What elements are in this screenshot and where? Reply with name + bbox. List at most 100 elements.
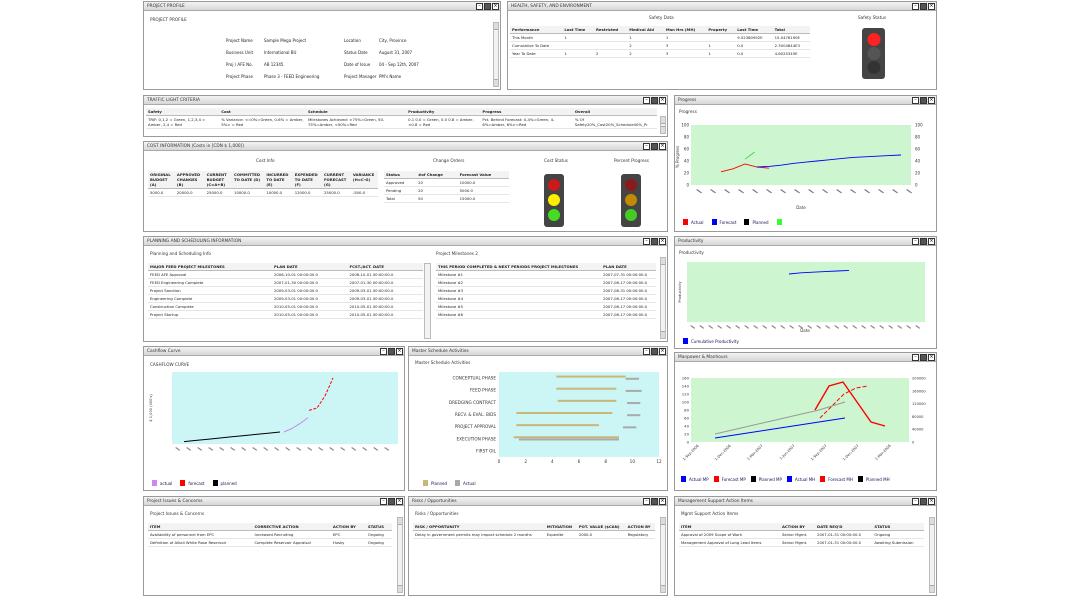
legend-item[interactable]: Planned xyxy=(423,480,447,486)
table-row[interactable]: Availability of personnel from EPC Increa… xyxy=(148,530,392,539)
close-icon[interactable]: × xyxy=(396,498,403,505)
column-header[interactable]: ITEM xyxy=(679,523,780,531)
minimize-icon[interactable]: – xyxy=(643,97,650,104)
table-row[interactable]: Engineering Complete 2009-03-01 00:00:00.… xyxy=(148,294,423,303)
legend-item[interactable]: Actual MP xyxy=(681,476,709,482)
maximize-icon[interactable] xyxy=(920,3,927,10)
close-icon[interactable]: × xyxy=(659,97,666,104)
column-header[interactable]: ACTION BY xyxy=(779,523,816,531)
minimize-icon[interactable]: – xyxy=(643,143,650,150)
column-header[interactable]: ITEM xyxy=(148,523,253,531)
legend-item[interactable]: Cumulative Productivity xyxy=(683,338,739,344)
table-row[interactable]: Year To Date 1 2 2 3 1 0.0 4.6025345E xyxy=(510,49,810,58)
maximize-icon[interactable] xyxy=(651,238,658,245)
legend-item[interactable]: Forecast xyxy=(711,219,736,225)
vertical-scrollbar[interactable] xyxy=(424,263,431,339)
legend-item[interactable]: Actual xyxy=(455,480,476,486)
column-header[interactable]: PLAN DATE xyxy=(272,263,348,271)
column-header[interactable]: CORRECTIVE ACTION xyxy=(252,523,331,531)
minimize-icon[interactable]: – xyxy=(912,498,919,505)
close-icon[interactable]: × xyxy=(396,348,403,355)
column-header[interactable]: MAJOR FEED PROJECT MILESTONES xyxy=(148,263,272,271)
minimize-icon[interactable]: – xyxy=(380,498,387,505)
column-header[interactable]: EXPENDED TO DATE (F) xyxy=(292,171,322,189)
maximize-icon[interactable] xyxy=(920,97,927,104)
minimize-icon[interactable]: – xyxy=(643,498,650,505)
maximize-icon[interactable] xyxy=(920,498,927,505)
column-header[interactable]: Overall xyxy=(572,108,657,116)
maximize-icon[interactable] xyxy=(651,143,658,150)
column-header[interactable]: ORIGINAL BUDGET (A) xyxy=(148,171,175,189)
column-header[interactable]: Status xyxy=(384,171,417,179)
legend-item[interactable]: Forecast MP xyxy=(713,476,746,482)
table-row[interactable]: TRIF: 0,1,2 = Green, 1,2,3,4 = Amber, 2,… xyxy=(146,115,657,129)
minimize-icon[interactable]: – xyxy=(912,97,919,104)
column-header[interactable]: Cost xyxy=(219,108,306,116)
column-header[interactable]: POT. VALUE ($CAN) xyxy=(576,523,626,531)
legend-item[interactable]: actual xyxy=(152,480,172,486)
legend-item[interactable]: Planned xyxy=(744,219,769,225)
table-row[interactable]: Total 50 15000.0 xyxy=(384,194,509,203)
maximize-icon[interactable] xyxy=(920,354,927,361)
column-header[interactable]: Lost Time xyxy=(562,26,594,34)
minimize-icon[interactable]: – xyxy=(643,238,650,245)
legend-item[interactable] xyxy=(776,219,785,225)
maximize-icon[interactable] xyxy=(651,498,658,505)
column-header[interactable]: INCURRED TO DATE (E) xyxy=(264,171,293,189)
column-header[interactable]: Progress xyxy=(480,108,573,116)
maximize-icon[interactable] xyxy=(388,498,395,505)
legend-item[interactable]: Forecast MH xyxy=(820,476,853,482)
table-row[interactable]: Milestone #3 2007-08-31 00:00:00.0 xyxy=(436,286,656,295)
vertical-scrollbar[interactable] xyxy=(929,517,935,593)
vertical-scrollbar[interactable] xyxy=(660,257,666,339)
column-header[interactable]: Performance xyxy=(510,26,563,34)
column-header[interactable]: COMMITTED TO DATE (D) xyxy=(232,171,265,189)
close-icon[interactable]: × xyxy=(928,238,935,245)
table-row[interactable]: Construction Complete 2010-05-01 00:00:00… xyxy=(148,302,423,311)
legend-item[interactable]: Actual MH xyxy=(786,476,815,482)
column-header[interactable]: THIS PERIOD COMPLETED & NEXT PERIODS PRO… xyxy=(436,263,602,271)
legend-item[interactable]: planned xyxy=(212,480,237,486)
close-icon[interactable]: × xyxy=(928,354,935,361)
column-header[interactable]: MITIGATION xyxy=(544,523,577,531)
column-header[interactable]: RISK / OPPORTUNITY xyxy=(413,523,545,531)
maximize-icon[interactable] xyxy=(651,97,658,104)
column-header[interactable]: STATUS xyxy=(365,523,392,531)
close-icon[interactable]: × xyxy=(492,3,499,10)
column-header[interactable]: Forecast Value xyxy=(457,171,509,179)
minimize-icon[interactable]: – xyxy=(380,348,387,355)
vertical-scrollbar[interactable] xyxy=(397,517,403,593)
column-header[interactable]: Lost Time xyxy=(735,26,773,34)
close-icon[interactable]: × xyxy=(928,3,935,10)
table-row[interactable]: Cumulative To Date 2 3 1 0.0 2.3004844E3 xyxy=(510,41,810,50)
close-icon[interactable]: × xyxy=(659,143,666,150)
minimize-icon[interactable]: – xyxy=(476,3,483,10)
table-row[interactable]: Delay in government permits may impact s… xyxy=(413,530,655,539)
minimize-icon[interactable]: – xyxy=(912,238,919,245)
close-icon[interactable]: × xyxy=(928,97,935,104)
column-header[interactable]: Restricted xyxy=(594,26,628,34)
minimize-icon[interactable]: – xyxy=(912,354,919,361)
table-row[interactable]: Milestone #6 2007-08-17 00:00:00.0 xyxy=(436,310,656,319)
column-header[interactable]: DATE REQ'D xyxy=(815,523,873,531)
column-header[interactable]: #of Change xyxy=(416,171,458,179)
close-icon[interactable]: × xyxy=(659,498,666,505)
table-row[interactable]: FEED Engineering Complete 2007-01-30 00:0… xyxy=(148,278,423,287)
vertical-scrollbar[interactable] xyxy=(660,517,666,593)
table-row[interactable]: Milestone #5 2007-08-17 00:00:00.0 xyxy=(436,302,656,311)
legend-item[interactable]: Planned MH xyxy=(857,476,890,482)
column-header[interactable]: Safety xyxy=(146,108,220,116)
table-row[interactable]: This Month 1 1 1 9.52380952E 15.0476190E xyxy=(510,33,810,42)
column-header[interactable]: ACTION BY xyxy=(625,523,655,531)
table-row[interactable]: 5000.0 20000.0 25000.0 10000.0 10000.0 12000.… xyxy=(148,188,378,197)
minimize-icon[interactable]: – xyxy=(643,348,650,355)
column-header[interactable]: STATUS xyxy=(872,523,924,531)
column-header[interactable]: FCST./ACT. DATE xyxy=(347,263,423,271)
legend-item[interactable]: Actual xyxy=(683,219,704,225)
maximize-icon[interactable] xyxy=(484,3,491,10)
column-header[interactable]: Property xyxy=(706,26,736,34)
maximize-icon[interactable] xyxy=(388,348,395,355)
table-row[interactable]: Pending 20 5000.0 xyxy=(384,186,509,195)
table-row[interactable]: Approved 20 10000.0 xyxy=(384,178,509,187)
close-icon[interactable]: × xyxy=(659,348,666,355)
